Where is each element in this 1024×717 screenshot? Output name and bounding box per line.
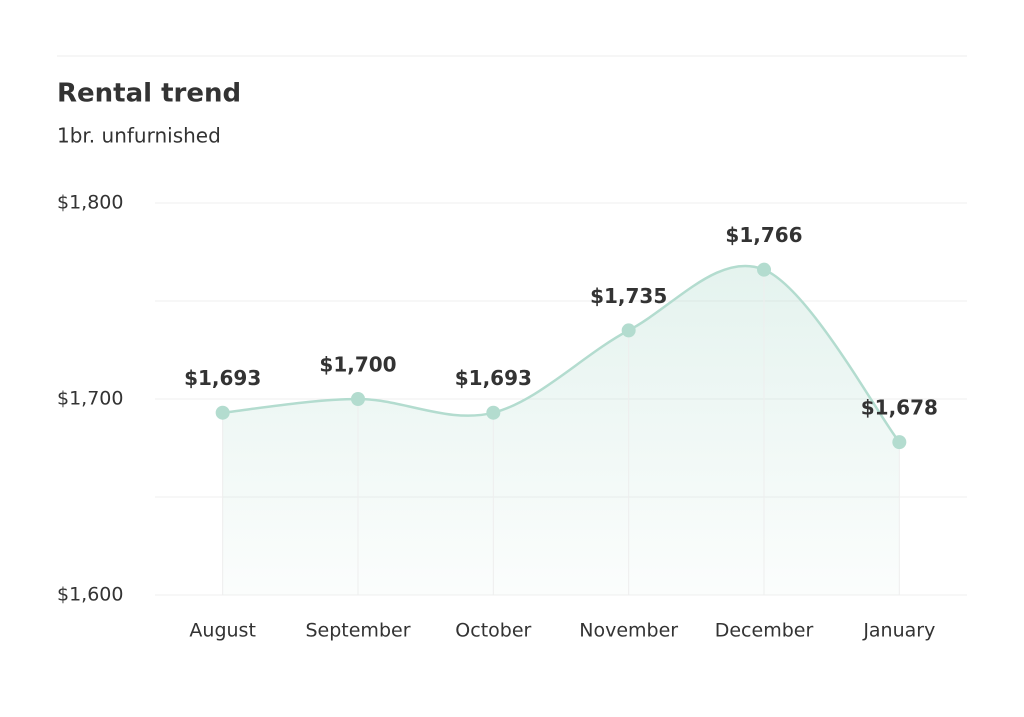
- value-label: $1,700: [319, 353, 396, 377]
- x-tick-label: October: [455, 620, 531, 642]
- point: [892, 435, 907, 450]
- value-label: $1,766: [725, 223, 802, 247]
- point: [351, 392, 365, 406]
- value-label: $1,678: [861, 396, 938, 420]
- y-tick-label: $1,600: [57, 584, 123, 606]
- x-tick-label: December: [715, 620, 814, 642]
- point: [486, 405, 501, 420]
- x-tick-label: September: [305, 620, 410, 642]
- point: [757, 262, 771, 277]
- value-label: $1,735: [590, 284, 667, 308]
- x-tick-label: August: [189, 620, 256, 642]
- point: [621, 323, 636, 338]
- chart-subtitle: 1br. unfurnished: [57, 124, 221, 148]
- y-tick-label: $1,800: [57, 192, 123, 214]
- x-tick-label: January: [862, 620, 935, 642]
- x-tick-label: November: [579, 620, 678, 642]
- value-label: $1,693: [184, 366, 261, 390]
- value-label: $1,693: [455, 366, 532, 390]
- area: [222, 265, 900, 595]
- chart-title: Rental trend: [57, 79, 241, 109]
- y-tick-label: $1,700: [57, 388, 123, 410]
- point: [215, 405, 230, 420]
